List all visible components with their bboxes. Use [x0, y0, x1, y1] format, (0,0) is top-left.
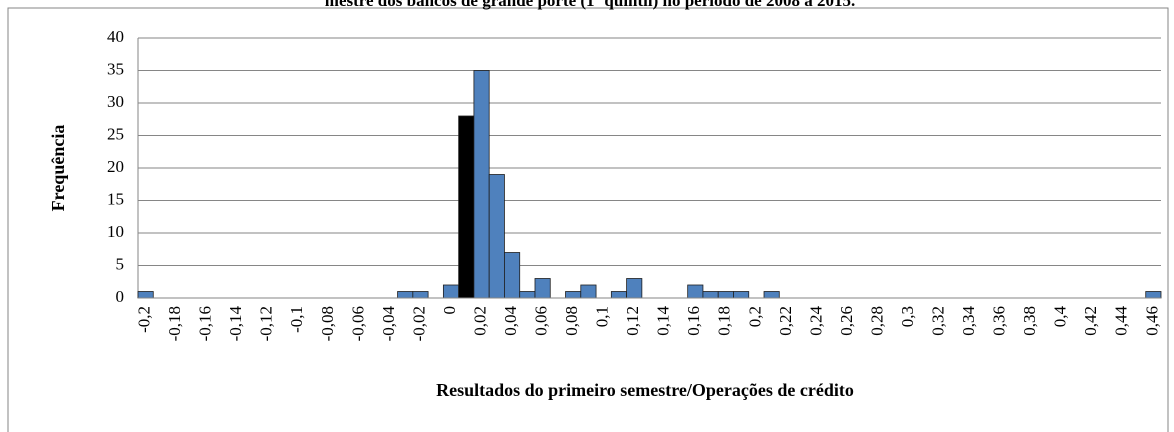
- x-tick-label: -0,14: [226, 306, 245, 342]
- x-tick-label: 0,22: [776, 306, 795, 336]
- x-tick-label: -0,18: [165, 306, 184, 341]
- bar: [504, 252, 521, 299]
- bar: [442, 284, 460, 299]
- bar: [137, 291, 154, 299]
- x-tick-label: -0,06: [348, 306, 367, 341]
- y-tick-label: 30: [107, 92, 124, 111]
- y-tick-label: 0: [116, 287, 125, 306]
- x-tick-label: 0,3: [898, 306, 917, 327]
- bar: [519, 291, 536, 299]
- bar: [610, 291, 627, 299]
- x-tick-label: -0,04: [379, 306, 398, 342]
- bar: [458, 115, 475, 299]
- x-tick-label: 0,1: [593, 306, 612, 327]
- bar: [702, 291, 719, 299]
- x-tick-label: 0,06: [532, 306, 551, 336]
- chart-border: [7, 7, 1169, 432]
- x-tick-label: 0,46: [1142, 306, 1161, 336]
- x-tick-label: 0,28: [867, 306, 886, 336]
- x-tick-label: 0,2: [745, 306, 764, 327]
- x-tick-label: -0,08: [318, 306, 337, 341]
- x-tick-label: -0,1: [287, 306, 306, 333]
- x-tick-label: 0,36: [990, 306, 1009, 336]
- x-tick-label: 0,08: [562, 306, 581, 336]
- y-tick-label: 35: [107, 59, 124, 78]
- bar: [687, 284, 704, 299]
- bar: [1145, 291, 1162, 299]
- y-tick-label: 15: [107, 189, 124, 208]
- x-tick-label: 0: [440, 306, 459, 315]
- y-tick-label: 10: [107, 222, 124, 241]
- chart-title: mestre dos bancos de grande porte (1º qu…: [325, 0, 855, 10]
- x-tick-label: 0,38: [1020, 306, 1039, 336]
- x-tick-label: -0,2: [135, 306, 154, 333]
- x-tick-label: 0,12: [623, 306, 642, 336]
- bar: [397, 291, 414, 299]
- y-tick-label: 25: [107, 124, 124, 143]
- x-axis-label: Resultados do primeiro semestre/Operaçõe…: [436, 380, 854, 400]
- y-axis-label: Frequência: [48, 125, 68, 212]
- x-tick-label: 0,24: [806, 306, 825, 336]
- x-tick-label: 0,04: [501, 306, 520, 336]
- bar: [565, 291, 582, 299]
- bar: [717, 291, 734, 299]
- x-tick-label: 0,02: [470, 306, 489, 336]
- bar: [412, 291, 429, 299]
- bar: [488, 174, 505, 299]
- x-tick-label: 0,32: [929, 306, 948, 336]
- x-tick-label: 0,18: [715, 306, 734, 336]
- bar: [534, 278, 551, 299]
- bar: [763, 291, 780, 299]
- bar: [473, 70, 490, 299]
- x-tick-label: -0,02: [409, 306, 428, 341]
- bar: [733, 291, 750, 299]
- x-tick-label: 0,44: [1112, 306, 1131, 336]
- x-tick-label: 0,4: [1051, 306, 1070, 328]
- bar: [626, 278, 643, 299]
- bar: [580, 284, 597, 299]
- x-tick-label: 0,14: [654, 306, 673, 336]
- y-tick-label: 5: [116, 254, 125, 273]
- y-tick-label: 20: [107, 157, 124, 176]
- x-tick-label: -0,16: [196, 306, 215, 341]
- y-tick-label: 40: [107, 27, 124, 46]
- x-tick-label: -0,12: [257, 306, 276, 341]
- x-tick-label: 0,34: [959, 306, 978, 336]
- x-tick-label: 0,16: [684, 306, 703, 336]
- x-tick-label: 0,42: [1081, 306, 1100, 336]
- x-tick-label: 0,26: [837, 306, 856, 336]
